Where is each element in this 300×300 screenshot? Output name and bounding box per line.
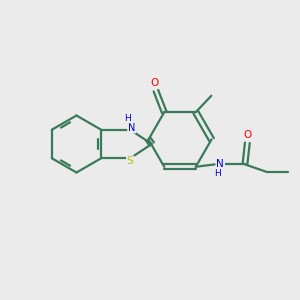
Text: N: N [217,159,224,169]
Text: H: H [124,114,130,123]
Text: S: S [127,156,134,166]
Text: H: H [214,169,221,178]
Text: N: N [128,123,135,133]
Text: O: O [150,78,158,88]
Text: O: O [243,130,251,140]
